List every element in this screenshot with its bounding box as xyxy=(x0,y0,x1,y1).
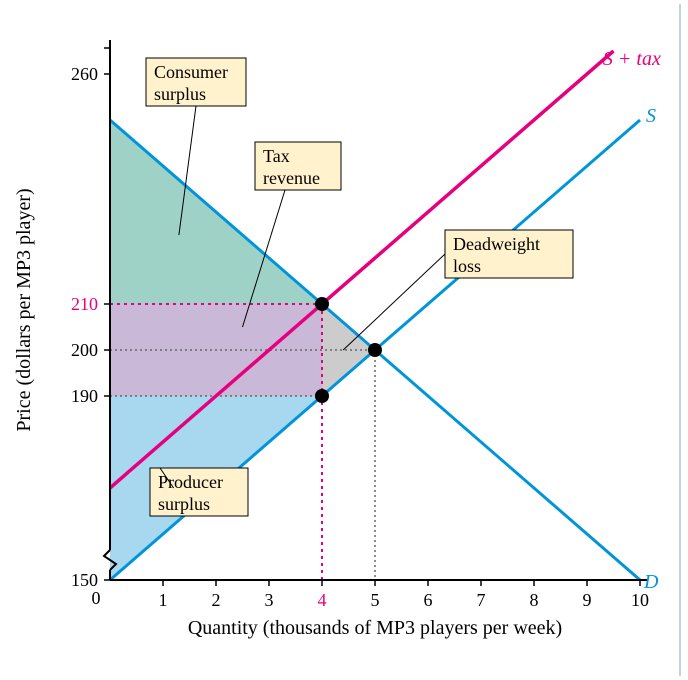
producer-surplus-text-0: Producer xyxy=(158,472,223,492)
x-tick-2: 2 xyxy=(212,590,221,610)
consumer-surplus-text-0: Consumer xyxy=(154,62,228,82)
y-axis-label: Price (dollars per MP3 player) xyxy=(13,188,35,431)
x-tick-9: 9 xyxy=(583,590,592,610)
point-seller-price xyxy=(315,389,329,403)
x-tick-5: 5 xyxy=(371,590,380,610)
x-axis-label: Quantity (thousands of MP3 players per w… xyxy=(188,617,562,639)
tax-revenue-text-1: revenue xyxy=(263,168,320,188)
y-tick-150: 150 xyxy=(71,570,98,590)
demand-label: D xyxy=(643,571,659,593)
x-tick-6: 6 xyxy=(424,590,433,610)
x-tick-8: 8 xyxy=(530,590,539,610)
x-tick-7: 7 xyxy=(477,590,486,610)
x-tick-10: 10 xyxy=(631,590,649,610)
x-tick-1: 1 xyxy=(159,590,168,610)
producer-surplus-text-1: surplus xyxy=(158,494,210,514)
supply-tax-label: S + tax xyxy=(603,48,661,70)
point-buyer-price xyxy=(315,297,329,311)
y-tick-200: 200 xyxy=(71,340,98,360)
tax-incidence-chart: 150 190 200 210 260 0 1 2 3 4 5 6 7 8 9 10 Quantity (tho… xyxy=(0,0,688,680)
x-tick-4: 4 xyxy=(318,590,327,610)
deadweight-loss-text-0: Deadweight xyxy=(453,234,540,254)
supply-label: S xyxy=(646,105,656,127)
x-tick-0: 0 xyxy=(92,588,101,608)
point-old-equilibrium xyxy=(368,343,382,357)
y-tick-210: 210 xyxy=(71,294,98,314)
y-tick-190: 190 xyxy=(71,386,98,406)
deadweight-loss-text-1: loss xyxy=(453,256,481,276)
x-tick-3: 3 xyxy=(265,590,274,610)
consumer-surplus-text-1: surplus xyxy=(154,84,206,104)
tax-revenue-text-0: Tax xyxy=(263,146,290,166)
y-tick-260: 260 xyxy=(71,64,98,84)
